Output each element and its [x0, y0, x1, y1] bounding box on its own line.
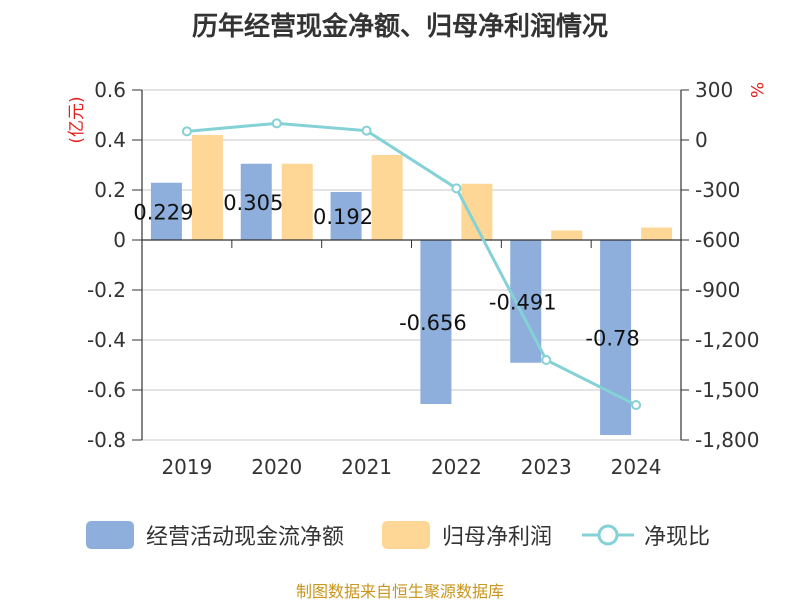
legend-label-ratio: 净现比 — [644, 525, 711, 550]
data-label-cashflow: -0.491 — [489, 290, 557, 314]
ratio-point — [361, 125, 372, 136]
right-tick-label: -900 — [695, 278, 740, 302]
ratio-point — [541, 355, 552, 365]
legend: 经营活动现金流净额 归母净利润 净现比 — [0, 515, 800, 555]
bar-cashflow — [240, 163, 272, 240]
x-tick-label: 2019 — [161, 455, 212, 479]
bar-profit — [371, 155, 403, 240]
right-tick-label: -1,500 — [695, 378, 759, 402]
x-tick-label: 2020 — [251, 455, 302, 479]
data-label-cashflow: 0.192 — [313, 205, 373, 229]
x-tick-label: 2021 — [341, 455, 392, 479]
bar-profit — [191, 135, 223, 240]
right-tick-label: -300 — [695, 178, 740, 202]
x-tick-label: 2024 — [611, 455, 662, 479]
ratio-point — [451, 183, 462, 194]
data-label-cashflow: 0.229 — [133, 200, 193, 224]
bar-cashflow — [330, 192, 362, 240]
left-tick-label: 0.6 — [94, 78, 126, 102]
legend-label-cashflow: 经营活动现金流净额 — [146, 525, 345, 550]
bar-profit — [461, 183, 493, 240]
bar-cashflow — [420, 240, 452, 404]
ratio-line — [181, 118, 642, 410]
left-tick-label: -0.4 — [87, 328, 126, 352]
ratio-point — [271, 118, 282, 129]
right-tick-label: -1,800 — [695, 428, 759, 452]
ratio-polyline — [186, 121, 637, 407]
left-tick-label: -0.8 — [87, 428, 126, 452]
legend-swatch-ratio — [582, 521, 634, 549]
ratio-point — [631, 400, 642, 410]
legend-label-profit: 归母净利润 — [442, 525, 553, 550]
source-note: 制图数据来自恒生聚源数据库 — [295, 582, 504, 601]
axes: 0.6 0.4 0.2 0 -0.2 -0.4 -0.6 -0.8 300 0 -300 -600 -9… — [67, 78, 766, 479]
left-tick-label: -0.6 — [87, 378, 126, 402]
left-tick-label: 0.2 — [94, 178, 126, 202]
data-label-cashflow: -0.656 — [399, 311, 467, 335]
bar-cashflow — [600, 240, 632, 435]
legend-item-cashflow: 经营活动现金流净额 — [86, 515, 344, 555]
data-label-cashflow: -0.78 — [585, 327, 639, 351]
right-tick-label: 0 — [695, 128, 708, 152]
right-tick-label: -1,200 — [695, 328, 759, 352]
bar-cashflow — [150, 182, 182, 240]
bar-profit — [281, 163, 313, 240]
left-axis-unit: (亿元) — [67, 96, 87, 143]
x-tick-label: 2022 — [431, 455, 482, 479]
legend-item-ratio: 净现比 — [582, 515, 710, 555]
right-axis-unit: % — [746, 82, 766, 98]
left-tick-label: -0.2 — [87, 278, 126, 302]
left-tick-label: 0 — [113, 228, 126, 252]
x-tick-label: 2023 — [521, 455, 572, 479]
data-label-cashflow: 0.305 — [223, 191, 283, 215]
ratio-point — [181, 126, 192, 137]
right-tick-label: 300 — [695, 78, 733, 102]
bar-profit — [641, 227, 673, 240]
legend-item-profit: 归母净利润 — [382, 515, 552, 555]
legend-swatch-cashflow — [86, 521, 134, 549]
data-labels: 0.229 0.305 0.192 -0.656 -0.491 -0.78 — [133, 191, 639, 351]
chart-title: 历年经营现金净额、归母净利润情况 — [191, 12, 608, 42]
left-tick-label: 0.4 — [94, 128, 126, 152]
bar-profit — [551, 230, 583, 240]
legend-swatch-profit — [382, 521, 430, 549]
right-tick-label: -600 — [695, 228, 740, 252]
